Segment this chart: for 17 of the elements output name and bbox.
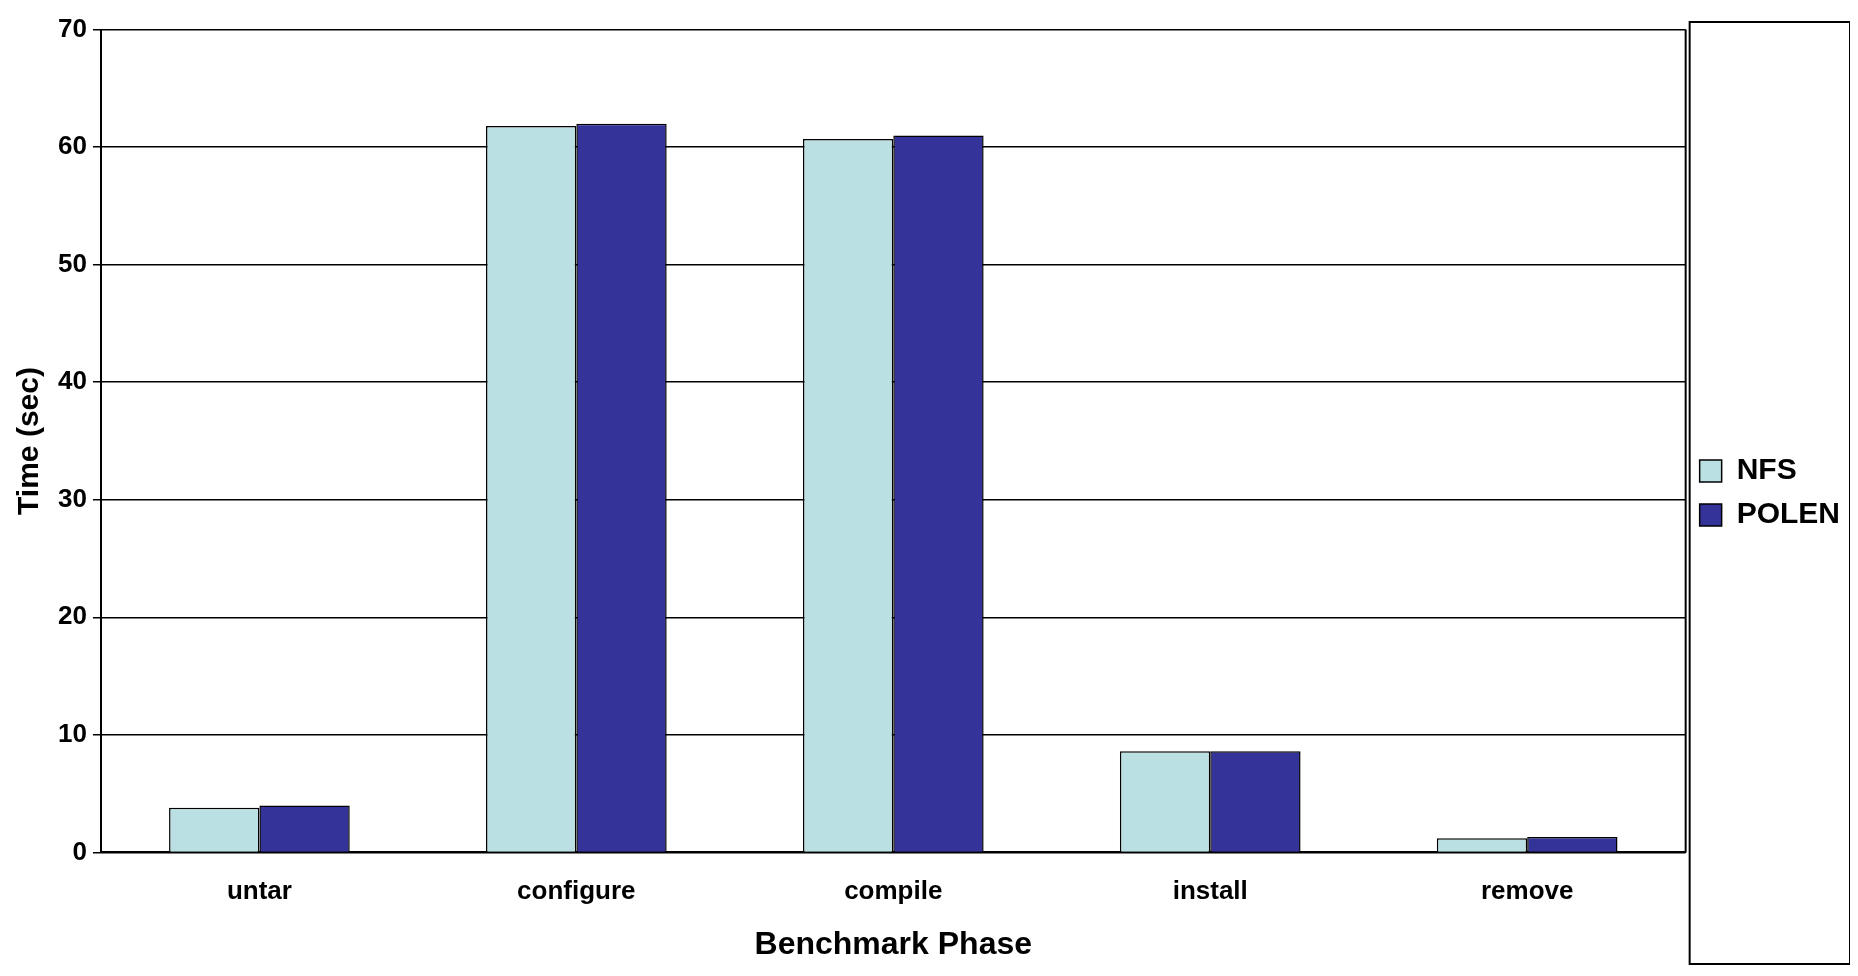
y-tick-label: 40 [58,365,87,396]
legend-label: POLEN [1736,496,1841,530]
x-tick-label: compile [844,875,943,906]
y-tick-label: 0 [72,835,87,866]
y-tick-label: 50 [58,247,87,278]
y-tick-label: 30 [58,482,87,513]
y-tick-label: 70 [58,12,87,43]
x-tick-label: configure [517,875,636,906]
x-axis-title: Benchmark Phase [754,924,1033,961]
y-tick-label: 10 [58,718,87,749]
legend-label: NFS [1736,452,1797,486]
x-tick-label: install [1172,875,1248,906]
y-tick-label: 20 [58,600,87,631]
y-tick-label: 60 [58,130,87,161]
x-tick-label: remove [1480,875,1574,906]
y-axis-title: Time (sec) [11,367,45,515]
x-tick-label: untar [226,875,292,906]
